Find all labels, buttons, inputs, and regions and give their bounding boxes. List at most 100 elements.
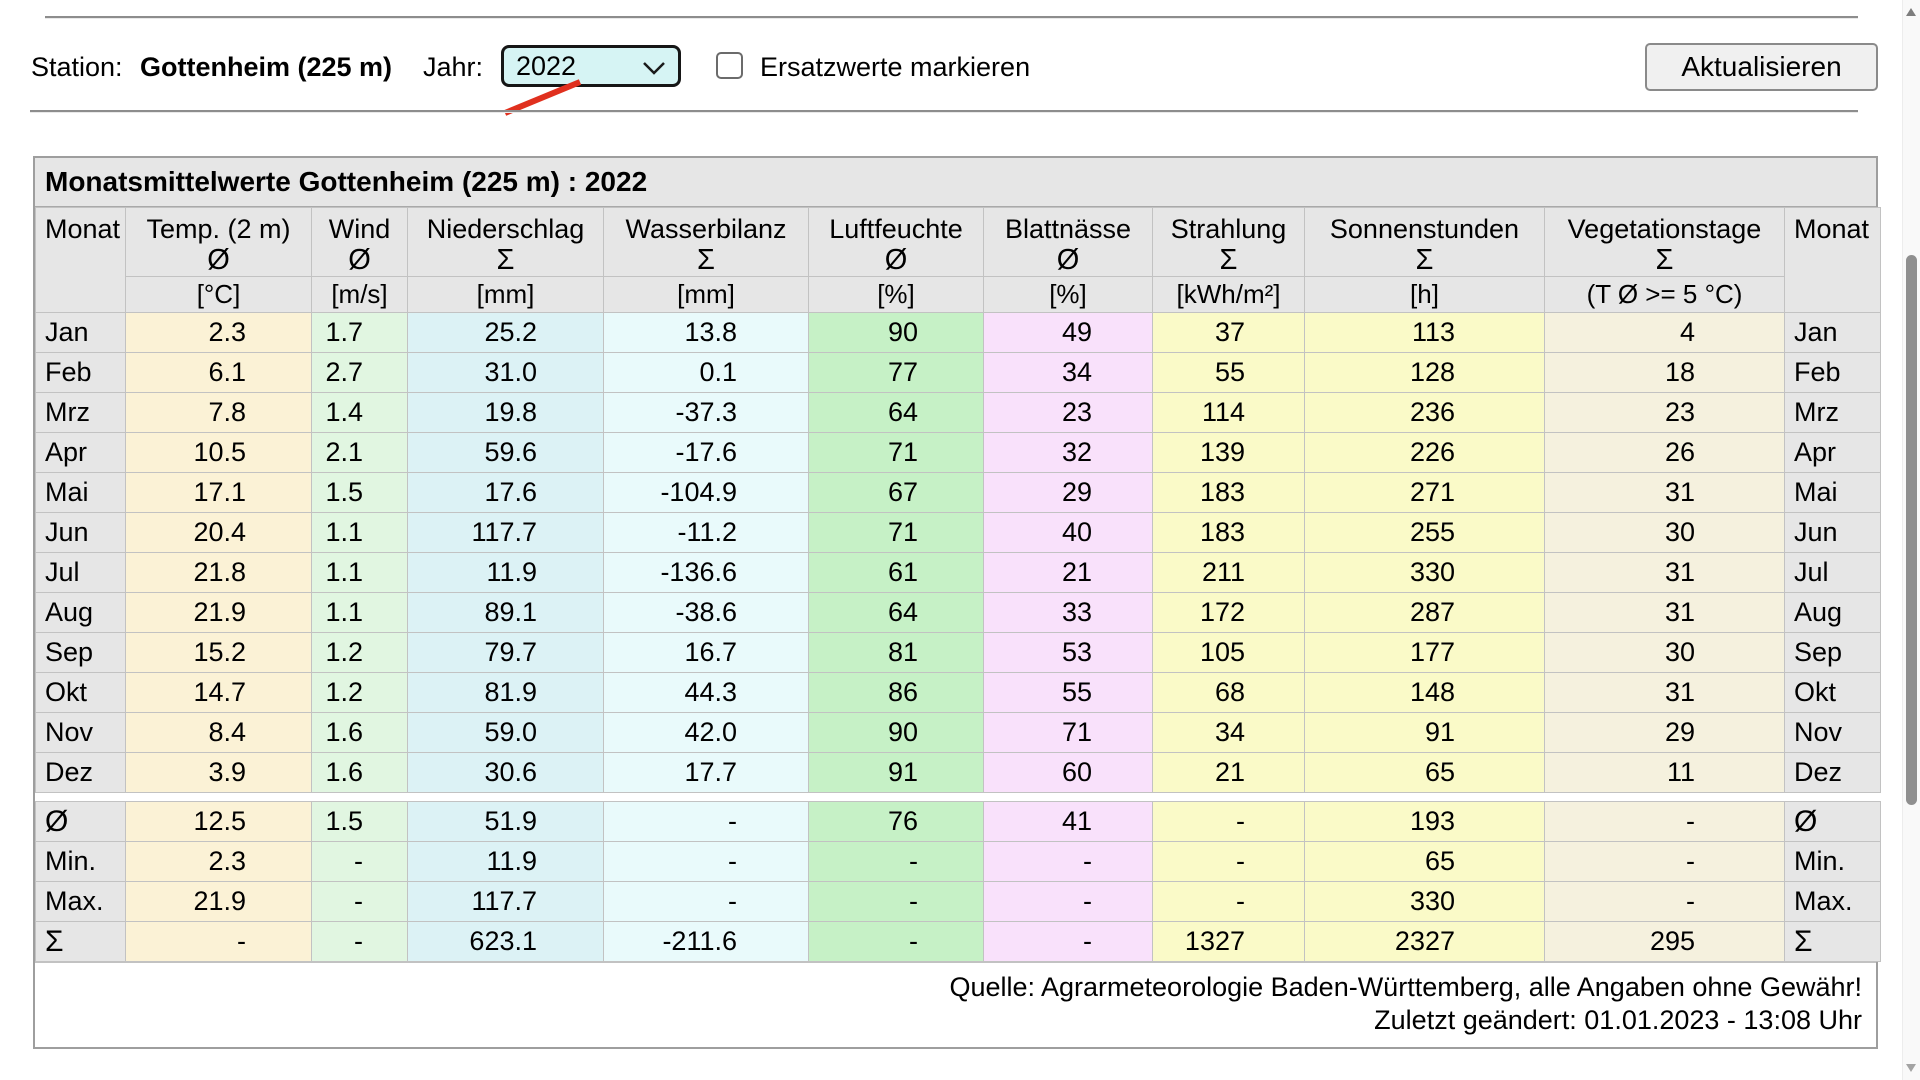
value-cell: 255 <box>1304 512 1545 553</box>
scroll-up-icon[interactable] <box>1906 8 1916 16</box>
column-symbol: Ø <box>207 244 230 276</box>
monthly-values-panel: Monatsmittelwerte Gottenheim (225 m) : 2… <box>33 156 1881 1049</box>
table-row: Max. 21.9-117.7- - - -330- Max. <box>35 881 1881 922</box>
row-label-cell: Ø <box>1784 801 1881 842</box>
row-label-cell: Mrz <box>1784 392 1881 433</box>
table-row: Feb 6.1 2.7 31.0 0.1 77 34 55 128 18 Feb <box>35 352 1881 393</box>
value-cell: 91 <box>808 752 984 793</box>
value-cell: 90 <box>808 712 984 753</box>
value-cell: 91 <box>1304 712 1545 753</box>
value-cell: -104.9 <box>603 472 809 513</box>
year-label: Jahr: <box>423 52 484 82</box>
row-label-cell: Nov <box>1784 712 1881 753</box>
value-cell: - <box>603 881 809 922</box>
scrollbar-thumb[interactable] <box>1906 255 1917 805</box>
column-unit: [h] <box>1304 276 1545 313</box>
value-cell: 1.5 <box>311 472 408 513</box>
column-header-monat: Monat <box>35 207 126 313</box>
value-cell: 17.1 <box>125 472 312 513</box>
ersatzwerte-checkbox[interactable] <box>716 52 743 79</box>
value-cell: 117.7 <box>407 881 604 922</box>
value-cell: 13.8 <box>603 312 809 353</box>
updated-line: Zuletzt geändert: 01.01.2023 - 13:08 Uhr <box>1374 1005 1862 1035</box>
row-label-cell: Jan <box>35 312 126 353</box>
row-label-cell: Apr <box>35 432 126 473</box>
row-label-cell: Min. <box>1784 841 1881 882</box>
row-label-cell: Nov <box>35 712 126 753</box>
value-cell: - <box>808 881 984 922</box>
table-row: Mrz 7.8 1.4 19.8 -37.3 64 23 114 236 23 Mrz <box>35 392 1881 433</box>
value-cell: 271 <box>1304 472 1545 513</box>
value-cell: 60 <box>983 752 1153 793</box>
column-unit: [%] <box>983 276 1153 313</box>
year-select[interactable]: 2022 <box>501 45 681 87</box>
row-label-cell: Dez <box>35 752 126 793</box>
value-cell: 17.7 <box>603 752 809 793</box>
value-cell: 19.8 <box>407 392 604 433</box>
row-label-cell: Max. <box>1784 881 1881 922</box>
top-divider <box>45 16 1858 19</box>
row-label-cell: Sep <box>1784 632 1881 673</box>
row-label-cell: Dez <box>1784 752 1881 793</box>
column-symbol: Ø <box>884 244 908 276</box>
column-label: Strahlung <box>1170 214 1287 244</box>
value-cell: 34 <box>983 352 1153 393</box>
station-value: Gottenheim (225 m) <box>140 52 393 82</box>
value-cell: 11.9 <box>407 841 604 882</box>
value-cell: 31 <box>1544 672 1785 713</box>
value-cell: 64 <box>808 392 984 433</box>
header-row: Monat Temp. (2 m) Ø Wind Ø Niederschlag Σ Wasse… <box>35 207 1881 313</box>
value-cell: 11 <box>1544 752 1785 793</box>
row-label-cell: Jun <box>35 512 126 553</box>
row-label-cell: Mai <box>1784 472 1881 513</box>
value-cell: 623.1 <box>407 921 604 962</box>
station-label: Station: <box>31 52 123 82</box>
value-cell: - <box>125 921 312 962</box>
column-unit: [%] <box>808 276 984 313</box>
value-cell: 68 <box>1152 672 1305 713</box>
value-cell: - <box>808 841 984 882</box>
source-line: Quelle: Agrarmeteorologie Baden-Württemb… <box>949 972 1862 1002</box>
row-label-cell: Okt <box>35 672 126 713</box>
value-cell: 295 <box>1544 921 1785 962</box>
value-cell: 71 <box>808 432 984 473</box>
row-label-cell: Feb <box>35 352 126 393</box>
value-cell: - <box>1544 841 1785 882</box>
value-cell: 1.2 <box>311 632 408 673</box>
row-label-cell: Jan <box>1784 312 1881 353</box>
value-cell: 287 <box>1304 592 1545 633</box>
update-button[interactable]: Aktualisieren <box>1645 43 1878 91</box>
value-cell: 114 <box>1152 392 1305 433</box>
column-unit: (T Ø >= 5 °C) <box>1544 276 1785 313</box>
value-cell: -38.6 <box>603 592 809 633</box>
value-cell: 330 <box>1304 552 1545 593</box>
table-row: Dez 3.9 1.6 30.6 17.7 91 60 21 65 11 Dez <box>35 752 1881 793</box>
value-cell: 31.0 <box>407 352 604 393</box>
value-cell: 193 <box>1304 801 1545 842</box>
row-label-cell: Feb <box>1784 352 1881 393</box>
value-cell: 183 <box>1152 472 1305 513</box>
table-row: Nov 8.4 1.6 59.0 42.0 90 71 34 91 29 Nov <box>35 712 1881 753</box>
vertical-scrollbar[interactable] <box>1902 0 1920 1080</box>
value-cell: 77 <box>808 352 984 393</box>
table-row: Σ - -623.1 -211.6- -1327 2327 295 Σ <box>35 921 1881 962</box>
value-cell: - <box>311 921 408 962</box>
row-label-cell: Sep <box>35 632 126 673</box>
value-cell: 51.9 <box>407 801 604 842</box>
red-annotation-line <box>503 79 582 116</box>
value-cell: 17.6 <box>407 472 604 513</box>
row-label-cell: Σ <box>35 921 126 962</box>
value-cell: - <box>1544 801 1785 842</box>
column-unit: [m/s] <box>311 276 408 313</box>
value-cell: 211 <box>1152 552 1305 593</box>
scroll-down-icon[interactable] <box>1906 1064 1916 1072</box>
value-cell: 29 <box>983 472 1153 513</box>
column-header-monat: Monat <box>1784 207 1881 313</box>
value-cell: 3.9 <box>125 752 312 793</box>
value-cell: 15.2 <box>125 632 312 673</box>
value-cell: 18 <box>1544 352 1785 393</box>
value-cell: 2.1 <box>311 432 408 473</box>
column-header: Vegetationstage Σ <box>1544 207 1785 277</box>
value-cell: 31 <box>1544 552 1785 593</box>
value-cell: 20.4 <box>125 512 312 553</box>
